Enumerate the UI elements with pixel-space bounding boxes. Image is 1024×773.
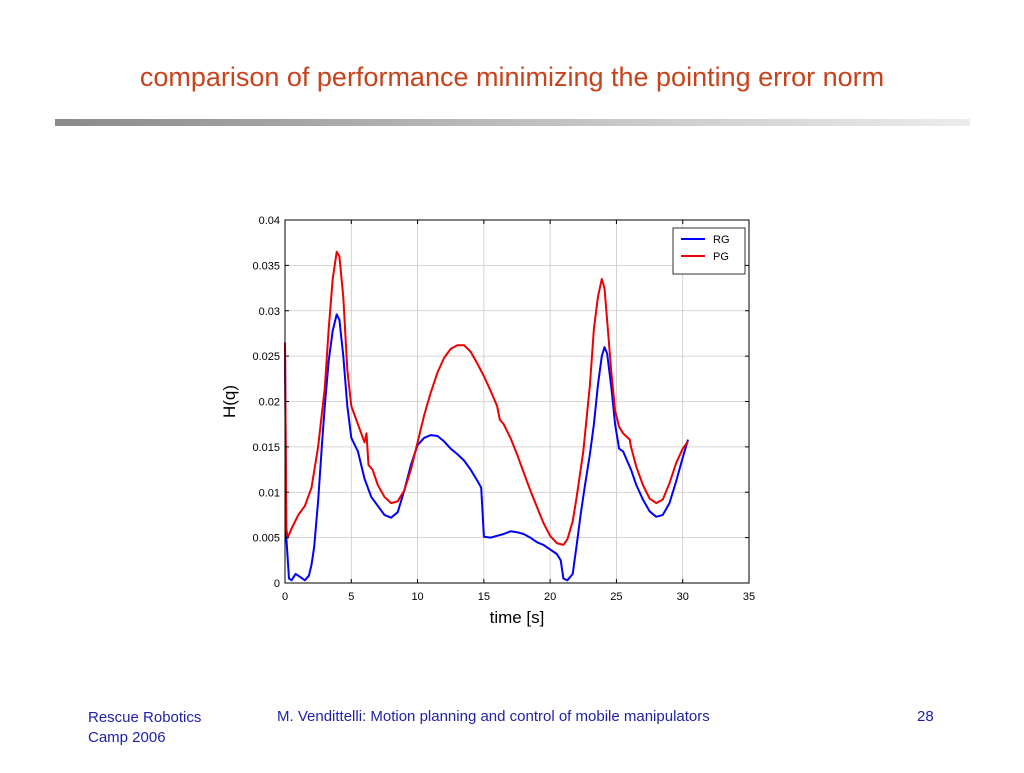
y-axis-label: H(q) — [220, 385, 239, 418]
y-tick-label: 0.01 — [259, 487, 280, 499]
x-tick-label: 25 — [610, 591, 622, 603]
title-divider — [55, 119, 970, 126]
x-tick-label: 10 — [411, 591, 423, 603]
legend-box — [672, 227, 746, 275]
x-tick-label: 30 — [677, 591, 689, 603]
x-tick-label: 15 — [478, 591, 490, 603]
series-line-rg — [284, 313, 689, 582]
y-tick-label: 0.02 — [259, 397, 280, 409]
x-tick-label: 20 — [544, 591, 556, 603]
y-tick-label: 0.025 — [252, 351, 280, 363]
y-tick-label: 0.035 — [252, 260, 280, 272]
grid-lines — [284, 219, 750, 584]
x-tick-label: 0 — [282, 591, 288, 603]
series-layer — [284, 250, 689, 582]
y-tick-label: 0.015 — [252, 442, 280, 454]
x-tick-label: 5 — [348, 591, 354, 603]
page-number: 28 — [917, 708, 934, 725]
legend-label-pg: PG — [713, 251, 729, 263]
footer-event: Rescue Robotics Camp 2006 — [88, 709, 202, 746]
y-tick-label: 0 — [274, 578, 280, 590]
x-axis-label: time [s] — [490, 608, 545, 627]
ticks: 0 5 10 15 20 25 30 35 0 0.005 0.01 0.015 0.02 0.025 0.… — [252, 215, 755, 603]
series-line-pg — [284, 250, 689, 546]
y-tick-label: 0.03 — [259, 306, 280, 318]
y-tick-label: 0.005 — [252, 533, 280, 545]
y-tick-label: 0.04 — [259, 215, 280, 227]
slide-title: comparison of performance minimizing the… — [139, 62, 885, 92]
legend-label-rg: RG — [713, 234, 730, 246]
footer-author-title: M. Vendittelli: Motion planning and cont… — [277, 708, 710, 725]
legend: RG PG — [672, 227, 746, 275]
x-tick-label: 35 — [743, 591, 755, 603]
